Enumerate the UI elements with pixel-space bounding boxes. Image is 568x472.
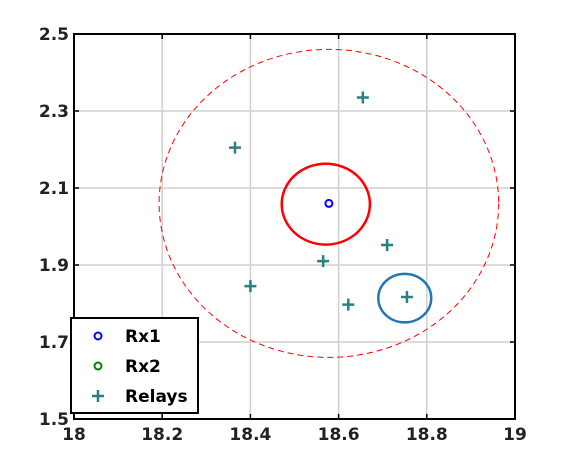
legend-rx2-marker bbox=[93, 361, 103, 371]
y-tick-label: 1.5 bbox=[39, 410, 69, 430]
dashed-coverage-circle bbox=[158, 48, 500, 358]
y-tick-label: 1.7 bbox=[39, 333, 69, 353]
x-tick-label: 18.2 bbox=[141, 425, 183, 445]
y-tick-label: 1.9 bbox=[39, 256, 69, 276]
relays-marker bbox=[342, 298, 355, 311]
data-points bbox=[228, 91, 413, 311]
relays-marker bbox=[244, 280, 257, 293]
y-tick-label: 2.3 bbox=[39, 102, 69, 122]
x-tick-label: 18.6 bbox=[318, 425, 360, 445]
relays-marker bbox=[400, 290, 413, 303]
solid-circle bbox=[377, 272, 433, 324]
legend-label: Rx2 bbox=[125, 357, 161, 377]
x-tick-label: 18.8 bbox=[406, 425, 448, 445]
relays-marker bbox=[317, 255, 330, 268]
x-tick-label: 18.4 bbox=[229, 425, 271, 445]
axis-ticks: 18 18.2 18.4 18.6 18.8 19 1.5 1.7 1.9 2.1 2.3 2.5 bbox=[39, 25, 527, 445]
legend-label: Rx1 bbox=[125, 327, 161, 347]
region-circles bbox=[158, 48, 500, 358]
x-tick-label: 18 bbox=[62, 425, 86, 445]
legend-rx1-marker bbox=[93, 331, 103, 341]
legend-relays-marker bbox=[92, 390, 104, 402]
legend: Rx1 Rx2 Relays bbox=[70, 317, 199, 414]
relays-marker bbox=[381, 238, 394, 251]
y-tick-label: 2.5 bbox=[39, 25, 69, 45]
rx1-marker bbox=[324, 198, 334, 208]
plot-frame bbox=[73, 33, 516, 420]
legend-box bbox=[70, 317, 199, 414]
relays-marker bbox=[356, 91, 369, 104]
solid-circle bbox=[280, 162, 372, 246]
x-tick-label: 19 bbox=[503, 425, 527, 445]
y-tick-label: 2.1 bbox=[39, 179, 69, 199]
legend-label: Relays bbox=[125, 387, 188, 407]
relays-marker bbox=[228, 141, 241, 154]
